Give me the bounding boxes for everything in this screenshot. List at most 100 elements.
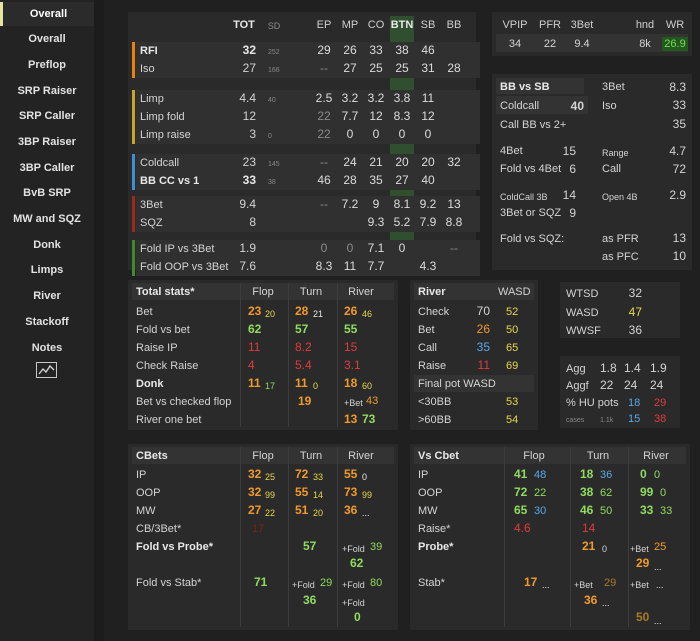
agg-turn[interactable]: 1.4 bbox=[624, 361, 641, 375]
sidebar-item-srp-raiser[interactable]: SRP Raiser bbox=[17, 85, 77, 97]
cbets-fvs-turn[interactable]: 29 bbox=[320, 577, 333, 589]
hupots-river[interactable]: 29 bbox=[654, 397, 667, 409]
summary-3bet[interactable]: 9.4 bbox=[574, 38, 590, 50]
river-call-wasd[interactable]: 65 bbox=[506, 342, 519, 354]
total-raiseip-turn[interactable]: 8.2 bbox=[295, 340, 312, 354]
col-header-ep[interactable]: EP bbox=[316, 19, 332, 31]
sidebar-item-donk[interactable]: Donk bbox=[33, 239, 61, 251]
river-gt60[interactable]: 54 bbox=[506, 414, 519, 426]
bbvssb-coldcall[interactable]: 40 bbox=[570, 99, 584, 113]
bbvssb-range[interactable]: 4.7 bbox=[669, 144, 686, 158]
preflop-cell-sb[interactable]: 40 bbox=[421, 173, 435, 187]
total-bet-flop[interactable]: 23 bbox=[248, 304, 262, 318]
sidebar-item-limps[interactable]: Limps bbox=[30, 264, 64, 276]
river-bet[interactable]: 26 bbox=[476, 322, 490, 336]
preflop-cell-bb[interactable]: 28 bbox=[447, 61, 461, 75]
preflop-row-tot[interactable]: 3 bbox=[249, 127, 256, 141]
preflop-row-tot[interactable]: 33 bbox=[242, 173, 256, 187]
vscbet-probe-river-2[interactable]: 29 bbox=[636, 556, 650, 570]
vscbet-mw-turn-2[interactable]: 50 bbox=[600, 505, 613, 517]
bbvssb-open4b[interactable]: 2.9 bbox=[669, 188, 686, 202]
preflop-cell-ep[interactable]: -- bbox=[320, 155, 328, 169]
preflop-cell-sb[interactable]: 12 bbox=[421, 109, 435, 123]
preflop-cell-sb[interactable]: 20 bbox=[421, 155, 435, 169]
vscbet-stab-turn-2[interactable]: 36 bbox=[584, 593, 598, 607]
preflop-cell-btn[interactable]: 5.2 bbox=[393, 215, 411, 229]
preflop-cell-mp[interactable]: 7.2 bbox=[341, 197, 359, 211]
line-chart-icon[interactable] bbox=[36, 362, 57, 378]
preflop-cell-ep[interactable]: 22 bbox=[317, 127, 331, 141]
total-bet-turn[interactable]: 28 bbox=[295, 304, 309, 318]
preflop-cell-mp[interactable]: 11 bbox=[343, 259, 357, 273]
total-rob-river[interactable]: 13 bbox=[344, 412, 358, 426]
vscbet-ip-flop-2[interactable]: 48 bbox=[534, 469, 547, 481]
preflop-cell-co[interactable]: 33 bbox=[369, 43, 383, 57]
cbets-mw-flop[interactable]: 27 bbox=[248, 503, 262, 517]
preflop-cell-mp[interactable]: 26 bbox=[343, 43, 357, 57]
aggf-turn[interactable]: 24 bbox=[624, 378, 638, 392]
sidebar-item-overall-top[interactable]: Overall bbox=[0, 2, 94, 26]
preflop-cell-co[interactable]: 7.7 bbox=[367, 259, 385, 273]
preflop-cell-sb[interactable]: 9.2 bbox=[419, 197, 437, 211]
cbets-cb3-flop[interactable]: 17 bbox=[252, 523, 265, 535]
vscbet-ip-flop[interactable]: 41 bbox=[514, 467, 528, 481]
total-foldbet-river[interactable]: 55 bbox=[344, 322, 358, 336]
cases-river[interactable]: 38 bbox=[654, 413, 667, 425]
preflop-cell-bb[interactable]: 13 bbox=[447, 197, 461, 211]
preflop-cell-co[interactable]: 12 bbox=[369, 109, 383, 123]
vscbet-oop-flop-2[interactable]: 22 bbox=[534, 487, 547, 499]
preflop-cell-mp[interactable]: 28 bbox=[343, 173, 357, 187]
cbets-oop-flop[interactable]: 32 bbox=[248, 485, 262, 499]
vscbet-oop-river[interactable]: 99 bbox=[640, 485, 654, 499]
preflop-cell-ep[interactable]: 2.5 bbox=[315, 91, 333, 105]
preflop-cell-mp[interactable]: 3.2 bbox=[341, 91, 359, 105]
wasd-value[interactable]: 47 bbox=[628, 305, 642, 319]
hupots-turn[interactable]: 18 bbox=[628, 397, 641, 409]
cbets-fvs-river-2[interactable]: 0 bbox=[354, 610, 361, 624]
bbvssb-4bet[interactable]: 15 bbox=[562, 144, 576, 158]
total-checkraise-river[interactable]: 3.1 bbox=[344, 358, 361, 372]
agg-river[interactable]: 1.9 bbox=[650, 361, 667, 375]
bbvssb-call[interactable]: 72 bbox=[672, 162, 686, 176]
total-donk-turn[interactable]: 11 bbox=[295, 376, 308, 390]
total-bvcf-turn[interactable]: 19 bbox=[298, 394, 312, 408]
river-call[interactable]: 35 bbox=[476, 340, 490, 354]
cbets-fvp-river-2[interactable]: 62 bbox=[350, 556, 364, 570]
cbets-fvs-turn-2[interactable]: 36 bbox=[303, 593, 317, 607]
sidebar-item-mw-sqz[interactable]: MW and SQZ bbox=[13, 213, 81, 225]
wwsf-value[interactable]: 36 bbox=[628, 323, 642, 337]
preflop-cell-co[interactable]: 9 bbox=[372, 197, 380, 211]
sidebar-item-notes[interactable]: Notes bbox=[31, 342, 63, 354]
preflop-cell-sb[interactable]: 46 bbox=[421, 43, 435, 57]
preflop-cell-sb[interactable]: 4.3 bbox=[419, 259, 437, 273]
col-header-bb[interactable]: BB bbox=[446, 19, 462, 31]
preflop-cell-co[interactable]: 9.3 bbox=[367, 215, 385, 229]
vscbet-ip-turn-2[interactable]: 36 bbox=[600, 469, 613, 481]
bbvssb-fold4bet[interactable]: 6 bbox=[569, 162, 576, 176]
cbets-fvs-flop[interactable]: 71 bbox=[254, 575, 268, 589]
vscbet-ip-turn[interactable]: 18 bbox=[580, 467, 594, 481]
sidebar-item-3bp-caller[interactable]: 3BP Caller bbox=[19, 162, 75, 174]
total-raiseip-river[interactable]: 15 bbox=[344, 340, 358, 354]
cbets-fvs-river[interactable]: 80 bbox=[370, 577, 383, 589]
vscbet-mw-river[interactable]: 33 bbox=[640, 503, 654, 517]
col-header-mp[interactable]: MP bbox=[341, 19, 359, 31]
agg-flop[interactable]: 1.8 bbox=[600, 361, 617, 375]
river-lt30[interactable]: 53 bbox=[506, 396, 519, 408]
preflop-cell-mp[interactable]: 7.7 bbox=[341, 109, 359, 123]
cbets-oop-turn[interactable]: 55 bbox=[295, 485, 309, 499]
sidebar-item-3bp-raiser[interactable]: 3BP Raiser bbox=[18, 136, 76, 148]
river-raise-wasd[interactable]: 69 bbox=[506, 360, 519, 372]
col-header-tot[interactable]: TOT bbox=[233, 19, 255, 31]
vscbet-stab-flop[interactable]: 17 bbox=[524, 575, 538, 589]
preflop-cell-btn[interactable]: 0 bbox=[398, 241, 406, 255]
summary-pfr[interactable]: 22 bbox=[543, 38, 557, 50]
preflop-cell-btn[interactable]: 8.3 bbox=[393, 109, 411, 123]
col-header-btn[interactable]: BTN bbox=[390, 19, 414, 31]
total-foldbet-flop[interactable]: 62 bbox=[248, 322, 262, 336]
preflop-cell-ep[interactable]: -- bbox=[320, 197, 328, 211]
cbets-mw-river[interactable]: 36 bbox=[344, 503, 358, 517]
preflop-cell-bb[interactable]: -- bbox=[450, 241, 458, 255]
summary-hnd[interactable]: 8k bbox=[639, 38, 651, 50]
total-donk-river[interactable]: 18 bbox=[344, 376, 358, 390]
